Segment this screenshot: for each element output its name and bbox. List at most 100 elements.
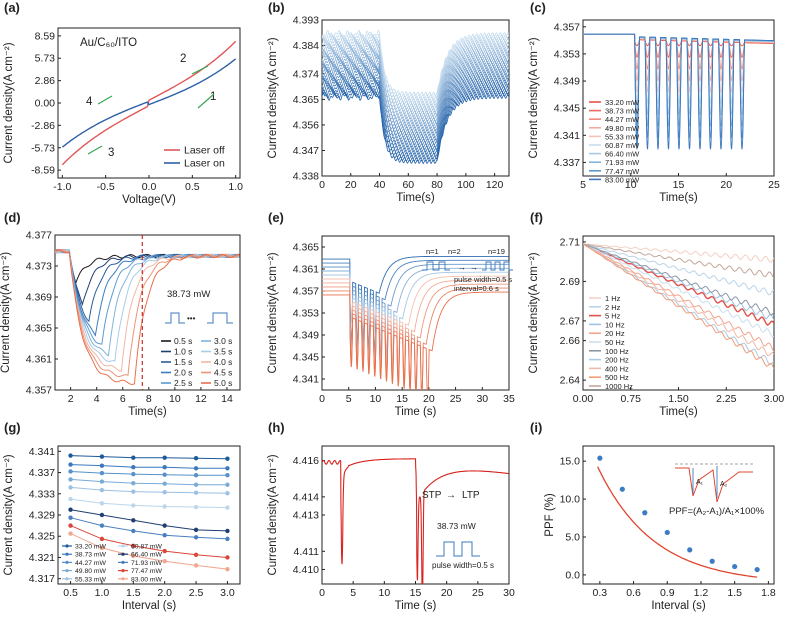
series-line xyxy=(583,33,774,150)
plot-area-g xyxy=(68,453,230,572)
x-ticks-f: 0.00 0.75 1.50 2.25 3.00 xyxy=(573,387,784,405)
series-line xyxy=(70,486,228,494)
legend-label: 10 Hz xyxy=(605,320,625,329)
x-tick-label: 0 xyxy=(319,393,325,405)
x-axis-label: Time(s) xyxy=(128,406,167,418)
data-point xyxy=(68,477,73,482)
ppf-trace xyxy=(675,467,753,503)
plot-area-h xyxy=(322,458,509,584)
panel-label: (d) xyxy=(4,210,21,225)
x-tick-label: 25 xyxy=(768,179,780,191)
data-point xyxy=(99,454,105,459)
data-point xyxy=(225,555,230,560)
legend-marker xyxy=(121,552,125,556)
legend-marker xyxy=(121,544,125,548)
sweep-label-4: 4 xyxy=(86,96,93,108)
panel-label: (b) xyxy=(268,0,285,15)
arrow-icon: → xyxy=(446,490,456,501)
y-tick-label: 4.413 xyxy=(293,510,319,522)
series-2 xyxy=(68,469,230,478)
data-point xyxy=(225,566,230,572)
x-tick-label: 0.9 xyxy=(660,587,675,599)
y-tick-label: -2.86 xyxy=(31,120,55,132)
series-5 xyxy=(68,496,230,510)
y-tick-label: -8.59 xyxy=(31,165,55,177)
plot-area-d xyxy=(55,249,240,385)
series-line xyxy=(322,68,509,139)
series-9 xyxy=(68,531,230,572)
data-point xyxy=(99,523,105,528)
data-point xyxy=(131,465,136,470)
x-tick-label: 0.6 xyxy=(626,587,641,599)
y-ticks-f: 2.64 2.66 2.67 2.69 2.71 xyxy=(560,236,586,387)
y-tick-label: 4.341 xyxy=(29,446,55,458)
x-axis-label: Interval (s) xyxy=(651,600,705,612)
device-label: Au/C₆₀/ITO xyxy=(80,37,137,49)
y-tick-label: 2.71 xyxy=(560,236,581,248)
sweep-arrow-4 xyxy=(97,95,113,105)
legend-label: 0.5 s xyxy=(174,336,192,346)
y-tick-label: 4.365 xyxy=(26,323,52,335)
data-point xyxy=(131,528,136,534)
legend-label: 44.27 mW xyxy=(75,560,107,567)
series-line xyxy=(322,279,509,384)
data-point xyxy=(68,507,73,512)
data-point xyxy=(68,453,73,458)
y-tick-label: 4.374 xyxy=(293,68,319,80)
y-tick-label: 15.0 xyxy=(560,456,581,468)
series-line xyxy=(322,267,509,368)
x-ticks-h: 0 5 10 15 20 25 30 xyxy=(319,581,515,599)
legend-label: 77.47 mW xyxy=(605,167,640,176)
data-point xyxy=(754,566,760,573)
legend-label: 60.87 mW xyxy=(605,141,640,150)
x-tick-label: 15 xyxy=(410,587,422,599)
series-4 xyxy=(68,485,230,496)
pulse-setting-label: pulse width=0.5 s xyxy=(454,275,512,284)
series-line xyxy=(322,59,509,130)
legend-marker xyxy=(121,569,125,573)
data-point xyxy=(193,535,199,540)
series-line xyxy=(322,291,509,390)
data-point xyxy=(193,504,199,510)
legend-label: 66.40 mW xyxy=(605,150,640,159)
pulse-icon xyxy=(482,261,513,271)
x-tick-label: 15 xyxy=(396,393,408,405)
series-3 xyxy=(68,477,230,487)
series-line xyxy=(55,249,240,345)
x-tick-label: 1.5 xyxy=(126,587,141,599)
data-point xyxy=(225,466,230,471)
panel-f: 0.00 0.75 1.50 2.25 3.00 2.64 2.66 2.67 2.69 2.71… xyxy=(528,210,784,418)
legend-label: 33.20 mW xyxy=(605,98,640,107)
x-tick-label: 0.0 xyxy=(142,181,157,193)
data-point xyxy=(225,456,230,461)
plot-area-b xyxy=(322,29,509,165)
data-point xyxy=(162,504,167,509)
legend-label: 49.80 mW xyxy=(75,568,107,575)
y-tick-label: 4.321 xyxy=(29,552,55,564)
legend-label: Laser off xyxy=(184,145,225,157)
inset-e: n=1 n=2 n=19 → → pulse width=0.5 sinterval=0.… xyxy=(422,247,513,293)
y-tick-label: 4.356 xyxy=(293,119,319,131)
x-tick-label: 35 xyxy=(503,393,515,405)
panel-label: (g) xyxy=(4,420,21,435)
legend-marker xyxy=(65,552,69,556)
plot-frame-d xyxy=(54,234,241,391)
x-axis-label: Time(s) xyxy=(659,192,698,204)
series-line xyxy=(55,249,240,362)
pulse-setting-label: interval=0.6 s xyxy=(454,284,499,293)
series-line xyxy=(583,243,774,321)
y-ticks-g: 4.317 4.321 4.325 4.329 4.333 4.337 4.341 xyxy=(29,446,61,585)
panel-c: 5 10 15 20 25 4.337 4.341 4.345 4.349 4.353 4.357 T… xyxy=(528,0,780,204)
x-tick-label: 20 xyxy=(720,179,732,191)
data-point xyxy=(225,505,230,510)
y-tick-label: 4.373 xyxy=(26,261,52,273)
series-line xyxy=(55,249,240,323)
panel-e: 0 5 10 15 20 25 30 354.3414.3454.3494.3534.3574… xyxy=(267,210,515,418)
y-tick-label: 4.347 xyxy=(293,145,319,157)
data-point xyxy=(664,529,670,536)
data-point xyxy=(193,552,199,558)
y-tick-label: 2.69 xyxy=(560,276,581,288)
panel-label: (f) xyxy=(530,210,543,225)
series-line xyxy=(322,275,509,378)
legend-label: 44.27 mW xyxy=(605,115,640,124)
